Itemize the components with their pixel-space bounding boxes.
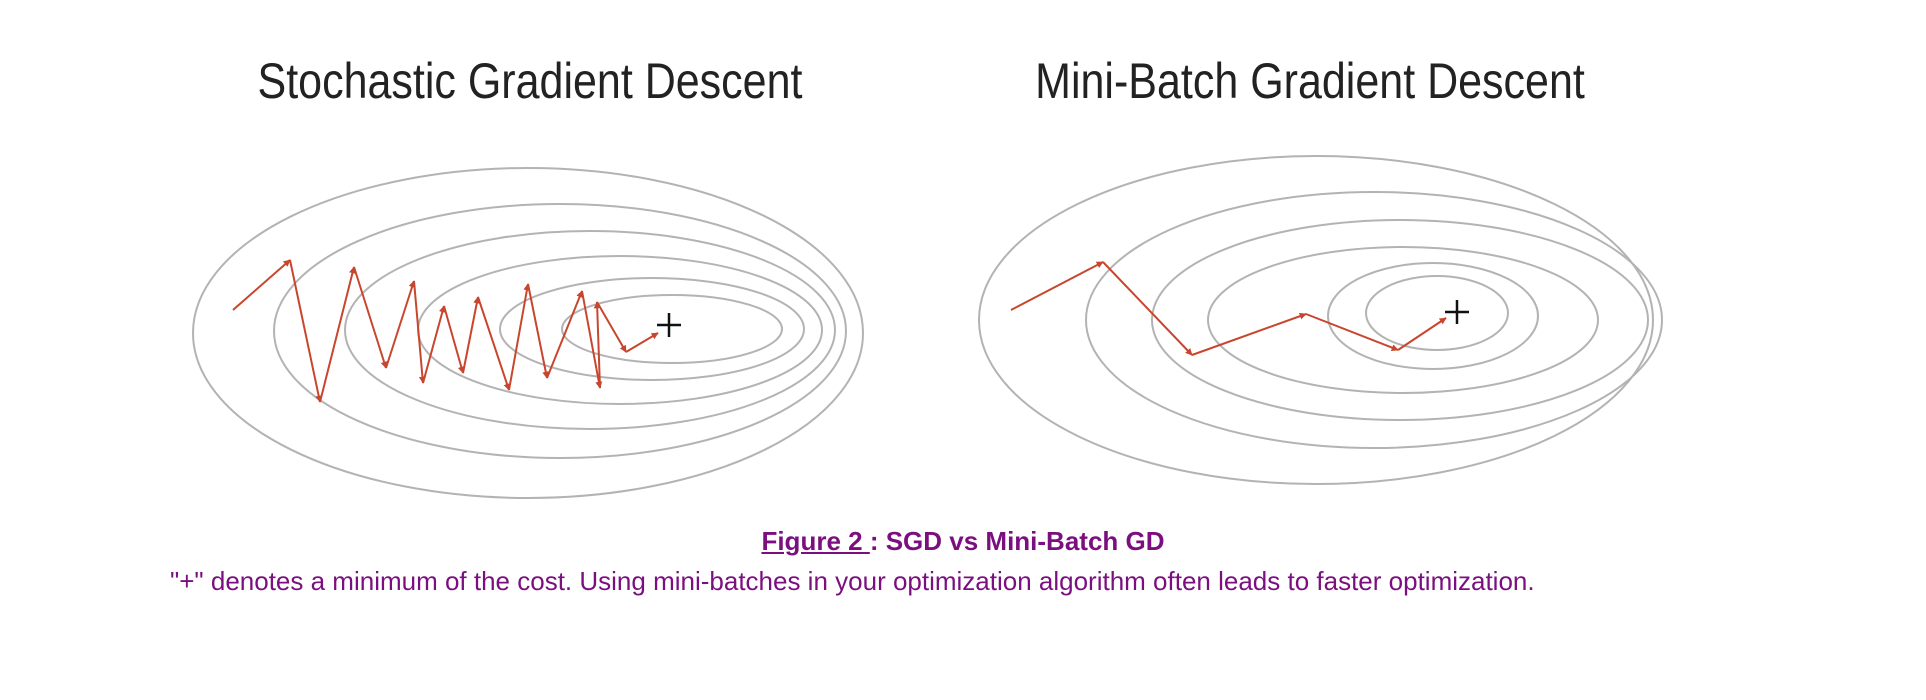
sgd-step-arrow — [546, 290, 583, 379]
caption-separator: : — [869, 526, 886, 556]
sgd-contour-6 — [561, 294, 783, 364]
sgd-contour-5 — [499, 277, 805, 381]
sgd-contour-1 — [192, 167, 864, 499]
minibatch-title: Mini-Batch Gradient Descent — [1035, 53, 1585, 109]
sgd-contour-3 — [344, 230, 836, 430]
sgd-contour-lines — [192, 167, 864, 499]
minibatch-contour-4 — [1207, 246, 1599, 394]
sgd-step-arrow — [319, 266, 356, 403]
sgd-step-arrow — [508, 283, 531, 391]
sgd-step-arrow — [289, 259, 323, 403]
minibatch-contour-lines — [978, 155, 1663, 485]
minibatch-contour-2 — [1085, 191, 1663, 449]
sgd-step-arrow — [462, 296, 481, 374]
minibatch-contour-1 — [978, 155, 1654, 485]
figure-caption-title: Figure 2 : SGD vs Mini-Batch GD — [0, 526, 1926, 557]
sgd-step-arrow — [443, 305, 465, 374]
sgd-step-arrow — [625, 332, 659, 353]
caption-title-text: SGD vs Mini-Batch GD — [885, 526, 1165, 556]
sgd-step-arrow — [527, 283, 550, 379]
sgd-step-arrow — [232, 259, 291, 311]
minibatch-step-arrow — [1010, 261, 1104, 311]
minibatch-contour-6 — [1365, 275, 1509, 351]
sgd-step-arrow — [353, 266, 388, 369]
figure-link[interactable]: Figure 2 — [761, 526, 870, 556]
minibatch-step-arrow — [1397, 317, 1447, 351]
sgd-contour-2 — [273, 203, 847, 459]
sgd-descent-path — [232, 259, 659, 403]
sgd-minimum-marker — [657, 313, 681, 337]
minibatch-step-arrow — [1102, 261, 1193, 356]
minibatch-step-arrow — [1191, 312, 1307, 356]
minibatch-descent-path — [1010, 261, 1447, 356]
minibatch-minimum-marker — [1445, 300, 1469, 324]
sgd-step-arrow — [593, 301, 601, 389]
sgd-title: Stochastic Gradient Descent — [257, 53, 803, 109]
sgd-step-arrow — [581, 290, 603, 389]
minibatch-contour-5 — [1327, 262, 1539, 370]
sgd-step-arrow — [477, 296, 511, 391]
sgd-step-arrow — [413, 280, 426, 384]
sgd-step-arrow — [385, 280, 416, 369]
minibatch-step-arrow — [1305, 313, 1399, 351]
minibatch-contour-3 — [1151, 219, 1649, 421]
figure-caption-text: "+" denotes a minimum of the cost. Using… — [170, 566, 1535, 596]
sgd-step-arrow — [596, 301, 627, 353]
sgd-step-arrow — [422, 305, 446, 384]
